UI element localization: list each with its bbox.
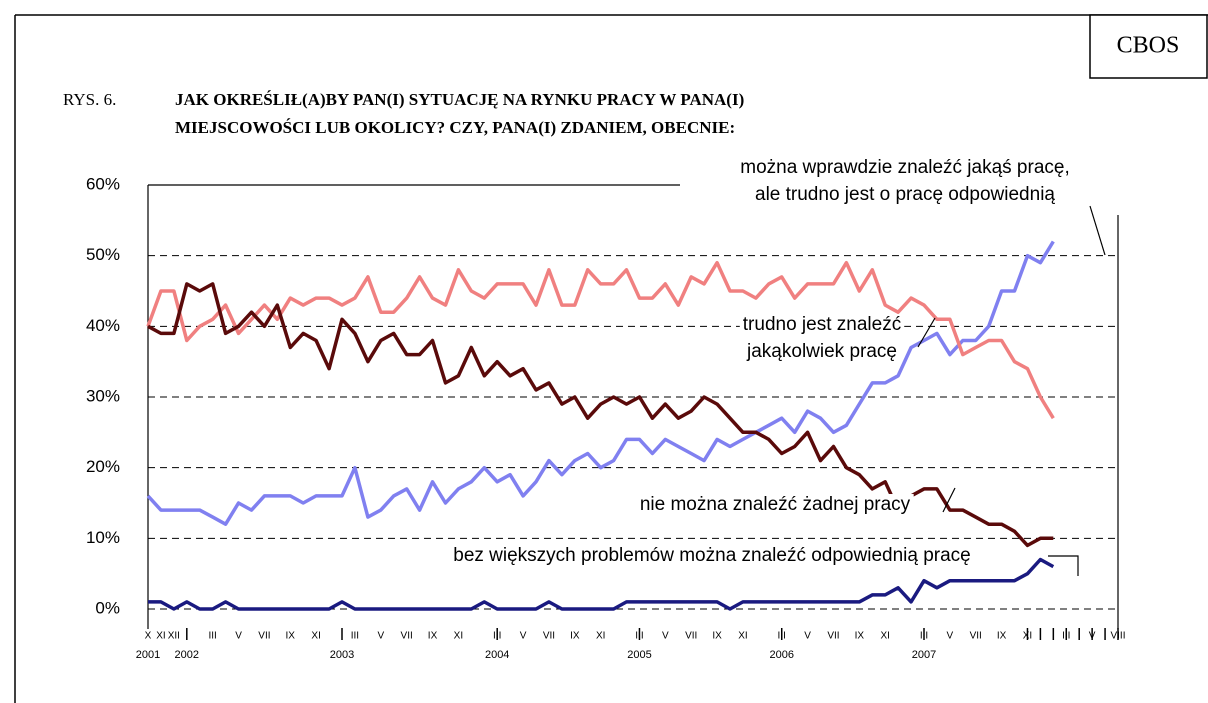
x-year-label: 2007 — [912, 649, 936, 661]
source-box — [1089, 14, 1208, 79]
label-background — [743, 341, 900, 363]
leader-line — [1089, 205, 1106, 256]
x-tick-label: III — [920, 631, 928, 642]
y-tick-label: 10% — [86, 528, 120, 547]
leader-line — [942, 487, 956, 513]
x-tick-label: VII — [401, 631, 413, 642]
chart-title: MIEJSCOWOŚCI LUB OKOLICY? CZY, PANA(I) Z… — [175, 118, 735, 137]
x-tick-label: IX — [428, 631, 438, 642]
x-tick-label: V — [377, 631, 384, 642]
x-tick-label: IX — [712, 631, 722, 642]
y-tick-label: 0% — [95, 598, 120, 617]
y-tick-label: 30% — [86, 386, 120, 405]
label-background — [752, 184, 1059, 206]
x-tick-label: IX — [855, 631, 865, 642]
x-tick-label: IX — [997, 631, 1007, 642]
x-tick-label: VII — [970, 631, 982, 642]
series-line — [146, 240, 1055, 526]
series-line — [148, 557, 1055, 611]
x-tick-label: X — [145, 631, 152, 642]
x-tick-label: XI — [880, 631, 889, 642]
x-year-label: 2006 — [769, 649, 793, 661]
x-tick-label: VIII — [1110, 631, 1125, 642]
figure-label: RYS. 6. — [63, 90, 116, 109]
label-background — [737, 157, 1073, 179]
x-tick-label: VII — [543, 631, 555, 642]
series-line — [146, 260, 1055, 420]
series-label: trudno jest znaleźć — [743, 314, 901, 335]
x-tick-label: III — [208, 631, 216, 642]
y-tick-label: 60% — [86, 174, 120, 193]
x-tick-label: V — [1089, 631, 1096, 642]
y-tick-label: 20% — [86, 457, 120, 476]
y-tick-label: 50% — [86, 245, 120, 264]
x-tick-label: IX — [286, 631, 296, 642]
x-tick-label: V — [804, 631, 811, 642]
x-tick-label: XI — [311, 631, 320, 642]
x-tick-label: III — [1062, 631, 1070, 642]
label-background — [450, 545, 974, 567]
x-tick-label: III — [778, 631, 786, 642]
label-background — [739, 314, 905, 336]
x-year-label: 2003 — [330, 649, 354, 661]
series-label: można wprawdzie znaleźć jakąś pracę, — [740, 157, 1070, 178]
leader-line — [917, 317, 936, 348]
series-label: nie można znaleźć żadnej pracy — [640, 494, 911, 515]
x-tick-label: XII — [168, 631, 180, 642]
x-tick-label: III — [493, 631, 501, 642]
y-tick-label: 40% — [86, 316, 120, 335]
x-tick-label: V — [947, 631, 954, 642]
label-background — [636, 494, 914, 516]
series-label: jakąkolwiek pracę — [746, 341, 897, 362]
x-tick-label: IX — [570, 631, 580, 642]
x-tick-label: VII — [258, 631, 270, 642]
x-tick-label: XI — [454, 631, 463, 642]
x-tick-label: V — [235, 631, 242, 642]
x-tick-label: XI — [738, 631, 747, 642]
x-tick-label: V — [662, 631, 669, 642]
source: CBOS — [1117, 33, 1180, 59]
x-tick-label: XI — [596, 631, 605, 642]
x-year-label: 2001 — [136, 649, 160, 661]
x-tick-label: III — [351, 631, 359, 642]
series-label: ale trudno jest o pracę odpowiednią — [755, 184, 1055, 205]
x-year-label: 2004 — [485, 649, 509, 661]
x-year-label: 2005 — [627, 649, 651, 661]
x-tick-label: VII — [827, 631, 839, 642]
x-tick-label: XI — [156, 631, 165, 642]
leader-line — [1048, 555, 1079, 576]
x-year-label: 2002 — [175, 649, 199, 661]
chart-title: JAK OKREŚLIŁ(A)BY PAN(I) SYTUACJĘ NA RYN… — [175, 90, 744, 109]
series-label: bez większych problemów można znaleźć od… — [453, 545, 971, 566]
x-tick-label: V — [520, 631, 527, 642]
series-line — [147, 282, 1054, 548]
x-tick-label: XI — [1023, 631, 1032, 642]
x-tick-label: III — [635, 631, 643, 642]
x-tick-label: VII — [685, 631, 697, 642]
